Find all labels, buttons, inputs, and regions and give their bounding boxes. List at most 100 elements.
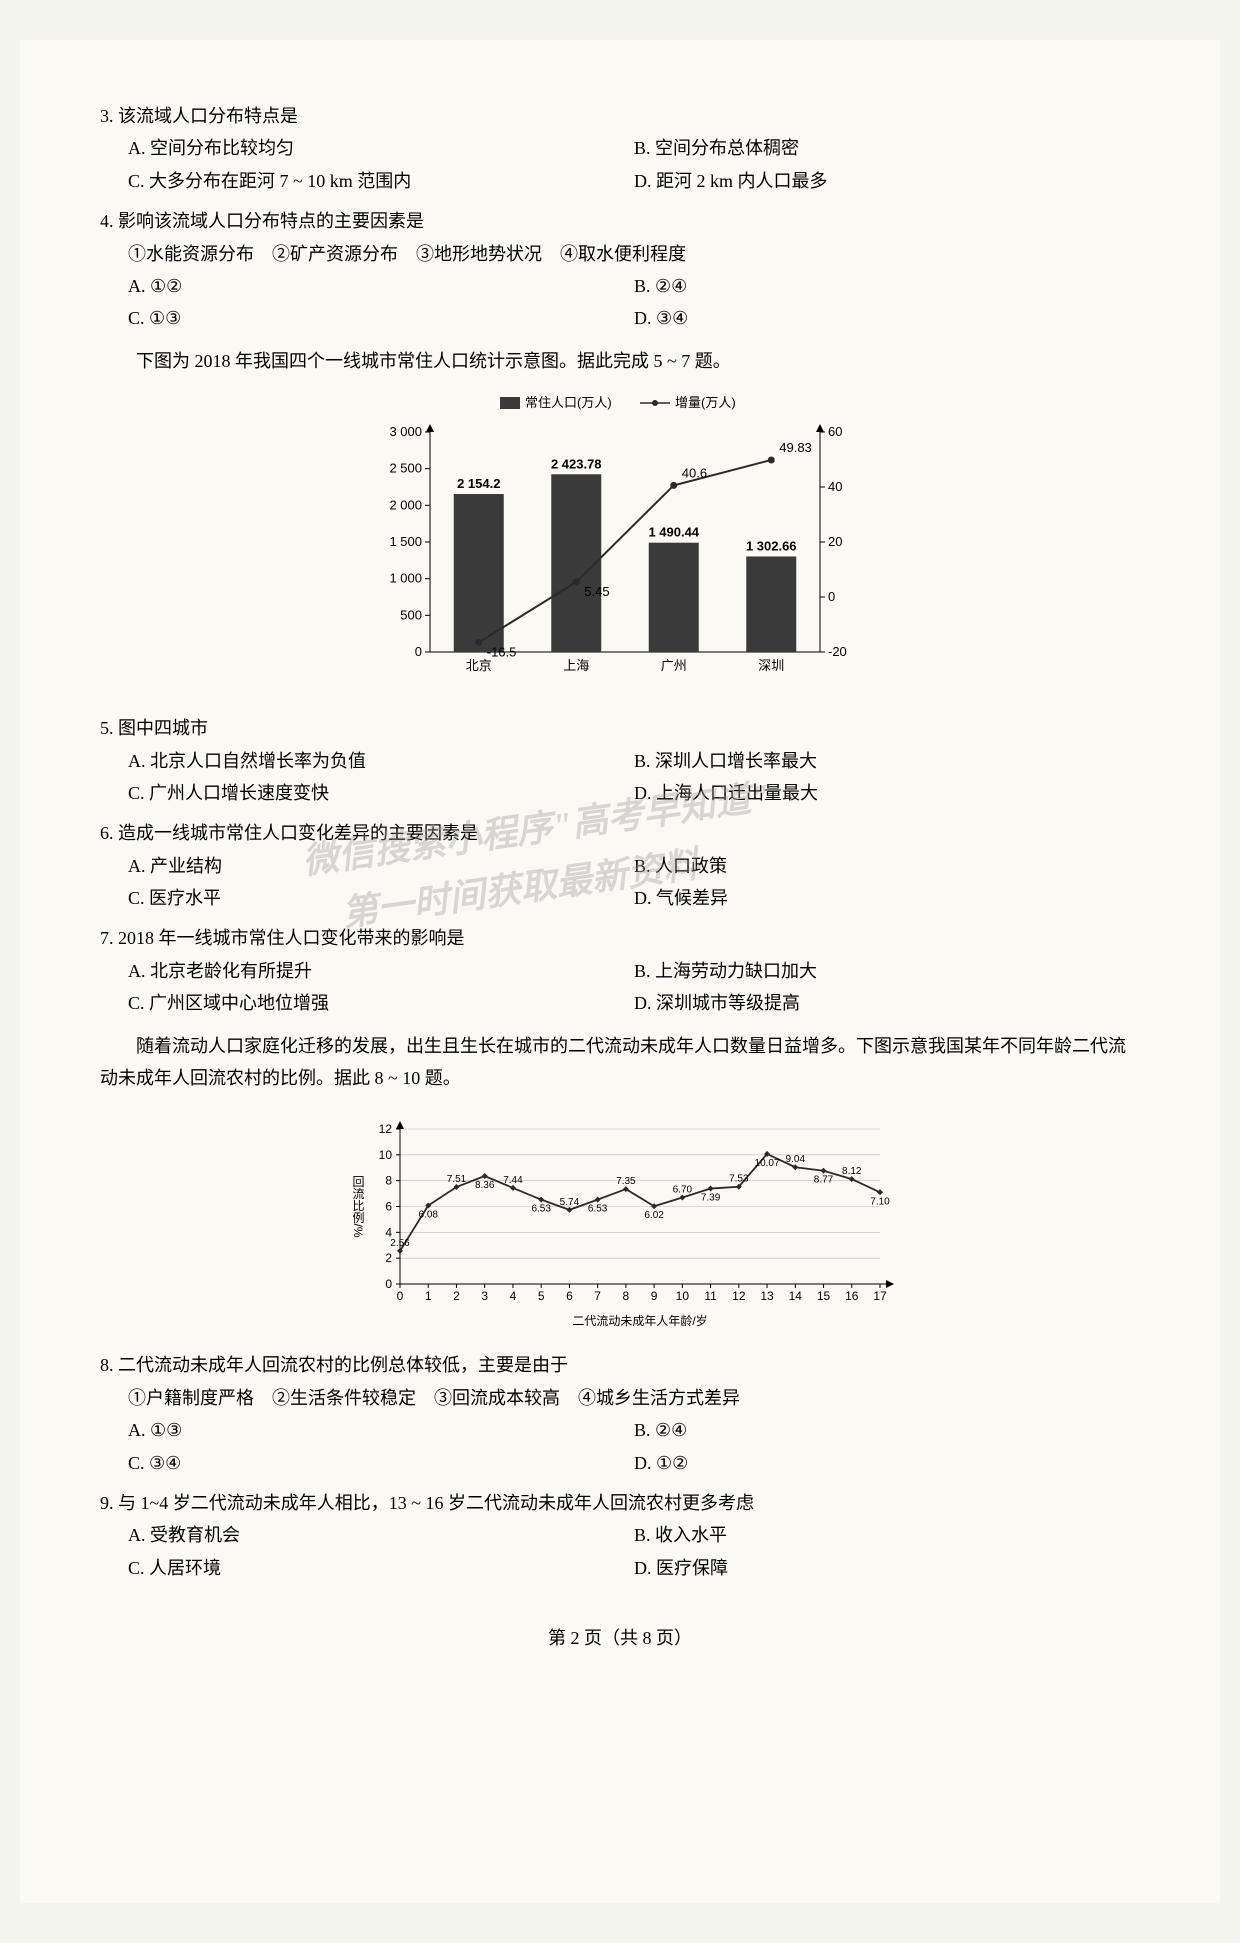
svg-text:广州: 广州 [661,658,687,673]
q5-stem: 5. 图中四城市 [100,712,1140,744]
q5-opt-c: C. 广州人口增长速度变快 [128,777,634,809]
svg-text:3 000: 3 000 [389,424,422,439]
svg-text:6.53: 6.53 [531,1204,551,1215]
q8-opt-d: D. ①② [634,1447,1140,1479]
svg-text:7.10: 7.10 [870,1197,890,1208]
svg-text:增量(万人): 增量(万人) [675,395,736,410]
q7-stem: 7. 2018 年一线城市常住人口变化带来的影响是 [100,922,1140,954]
question-6: 6. 造成一线城市常住人口变化差异的主要因素是 A. 产业结构 B. 人口政策 … [100,817,1140,914]
svg-text:4: 4 [510,1289,517,1303]
svg-text:8: 8 [385,1174,392,1188]
svg-text:常住人口(万人): 常住人口(万人) [525,395,612,410]
q6-opt-d: D. 气候差异 [634,882,1140,914]
svg-text:2 423.78: 2 423.78 [551,456,602,471]
svg-text:回流比例/%: 回流比例/% [351,1176,365,1238]
q3-opt-c: C. 大多分布在距河 7 ~ 10 km 范围内 [128,165,634,197]
q4-opt-d: D. ③④ [634,302,1140,334]
svg-text:2 000: 2 000 [389,497,422,512]
svg-text:2: 2 [453,1289,460,1303]
svg-text:12: 12 [732,1289,746,1303]
svg-text:1: 1 [425,1289,432,1303]
q9-opt-d: D. 医疗保障 [634,1552,1140,1584]
svg-text:40: 40 [828,479,842,494]
passage-1: 下图为 2018 年我国四个一线城市常住人口统计示意图。据此完成 5 ~ 7 题… [100,345,1140,377]
q9-opt-a: A. 受教育机会 [128,1519,634,1551]
svg-text:10: 10 [676,1289,690,1303]
q4-opt-b: B. ②④ [634,270,1140,302]
q6-stem: 6. 造成一线城市常住人口变化差异的主要因素是 [100,817,1140,849]
svg-text:5.74: 5.74 [560,1197,580,1208]
svg-text:2.56: 2.56 [390,1238,410,1249]
svg-text:0: 0 [828,589,835,604]
svg-text:2 500: 2 500 [389,461,422,476]
svg-text:6.70: 6.70 [673,1185,693,1196]
svg-text:7.39: 7.39 [701,1193,721,1204]
passage-2: 随着流动人口家庭化迁移的发展，出生且生长在城市的二代流动未成年人口数量日益增多。… [100,1030,1140,1095]
svg-text:5.45: 5.45 [584,584,609,599]
svg-text:17: 17 [873,1289,887,1303]
svg-text:5: 5 [538,1289,545,1303]
question-3: 3. 该流域人口分布特点是 A. 空间分布比较均匀 B. 空间分布总体稠密 C.… [100,100,1140,197]
svg-text:13: 13 [760,1289,774,1303]
q9-opt-b: B. 收入水平 [634,1519,1140,1551]
svg-text:北京: 北京 [466,658,492,673]
exam-page: 3. 该流域人口分布特点是 A. 空间分布比较均匀 B. 空间分布总体稠密 C.… [20,40,1220,1903]
question-5: 5. 图中四城市 A. 北京人口自然增长率为负值 B. 深圳人口增长率最大 C.… [100,712,1140,809]
q3-stem: 3. 该流域人口分布特点是 [100,100,1140,132]
page-footer: 第 2 页（共 8 页） [100,1624,1140,1650]
q3-opt-d: D. 距河 2 km 内人口最多 [634,165,1140,197]
svg-text:10: 10 [379,1148,393,1162]
svg-text:0: 0 [385,1277,392,1291]
q8-opt-c: C. ③④ [128,1447,634,1479]
svg-text:8.77: 8.77 [814,1175,834,1186]
q9-stem: 9. 与 1~4 岁二代流动未成年人相比，13 ~ 16 岁二代流动未成年人回流… [100,1487,1140,1519]
svg-text:1 490.44: 1 490.44 [648,525,699,540]
svg-text:6.08: 6.08 [419,1210,439,1221]
q7-opt-d: D. 深圳城市等级提高 [634,987,1140,1019]
svg-text:10.07: 10.07 [755,1158,780,1169]
svg-text:-20: -20 [828,644,847,659]
svg-text:15: 15 [817,1289,831,1303]
question-7: 7. 2018 年一线城市常住人口变化带来的影响是 A. 北京老龄化有所提升 B… [100,922,1140,1019]
svg-text:二代流动未成年人年龄/岁: 二代流动未成年人年龄/岁 [572,1313,707,1328]
svg-text:11: 11 [704,1289,717,1303]
svg-text:60: 60 [828,424,842,439]
svg-text:7.51: 7.51 [447,1174,467,1185]
q6-opt-c: C. 医疗水平 [128,882,634,914]
svg-text:8: 8 [623,1289,630,1303]
svg-text:1 500: 1 500 [389,534,422,549]
svg-text:1 302.66: 1 302.66 [746,539,797,554]
svg-text:500: 500 [400,607,422,622]
svg-text:7.35: 7.35 [616,1176,636,1187]
svg-text:8.12: 8.12 [842,1167,862,1178]
q7-opt-b: B. 上海劳动力缺口加大 [634,955,1140,987]
svg-text:3: 3 [481,1289,488,1303]
q7-opt-c: C. 广州区域中心地位增强 [128,987,634,1019]
svg-text:6: 6 [385,1200,392,1214]
svg-text:6.53: 6.53 [588,1204,608,1215]
line-chart: 02468101201234567891011121314151617二代流动未… [340,1109,900,1329]
q7-opt-a: A. 北京老龄化有所提升 [128,955,634,987]
chart-2-container: 02468101201234567891011121314151617二代流动未… [100,1109,1140,1334]
svg-text:6: 6 [566,1289,573,1303]
svg-text:40.6: 40.6 [682,465,707,480]
svg-text:14: 14 [789,1289,803,1303]
q8-stem: 8. 二代流动未成年人回流农村的比例总体较低，主要是由于 [100,1349,1140,1381]
svg-text:7.53: 7.53 [729,1174,749,1185]
q8-opt-b: B. ②④ [634,1414,1140,1446]
svg-text:7: 7 [594,1289,601,1303]
svg-text:0: 0 [415,644,422,659]
svg-text:8.36: 8.36 [475,1180,495,1191]
svg-text:6.02: 6.02 [644,1211,664,1222]
svg-text:49.83: 49.83 [779,440,812,455]
q9-opt-c: C. 人居环境 [128,1552,634,1584]
svg-text:9.04: 9.04 [786,1155,806,1166]
svg-text:9: 9 [651,1289,658,1303]
q4-stem: 4. 影响该流域人口分布特点的主要因素是 [100,205,1140,237]
q8-opt-a: A. ①③ [128,1414,634,1446]
q6-opt-b: B. 人口政策 [634,850,1140,882]
q4-opt-c: C. ①③ [128,302,634,334]
svg-text:2: 2 [385,1252,392,1266]
question-4: 4. 影响该流域人口分布特点的主要因素是 ①水能资源分布 ②矿产资源分布 ③地形… [100,205,1140,335]
q3-opt-a: A. 空间分布比较均匀 [128,132,634,164]
